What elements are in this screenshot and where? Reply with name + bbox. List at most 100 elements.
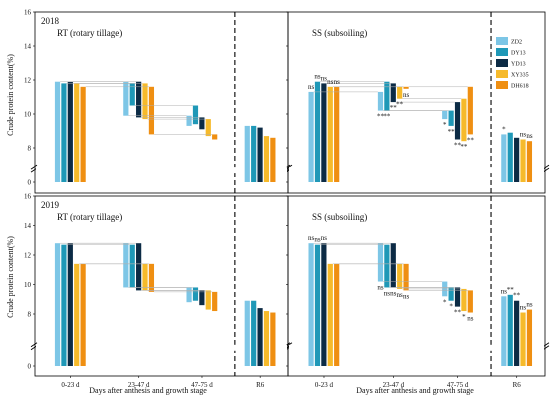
bar-p1-g0-YD13	[321, 83, 327, 182]
bar-p0-g2-DY13	[192, 105, 199, 125]
y-tick-label-2-2: 10	[24, 281, 32, 289]
axis-break-slash-2-0	[30, 342, 38, 348]
bar-p1-g0-DH618	[334, 86, 340, 182]
axis-break-band-1	[289, 167, 544, 174]
bar-p2-g2-DH618	[212, 291, 218, 312]
legend-swatch-XY335	[496, 70, 508, 78]
bar-p1-g2-DY13	[448, 110, 454, 126]
bar-p2-g1-YD13	[136, 243, 142, 291]
bar-p3-g2-YD13	[454, 287, 461, 307]
x-tick-label-3-3: R6	[513, 381, 522, 389]
bar-p2-g3-DY13	[251, 300, 257, 366]
bar-p1-g1-YD13	[390, 83, 396, 103]
signif-p1-g2-2: **	[454, 142, 462, 150]
y-tick-label-0-0: 0	[28, 179, 32, 187]
signif-p3-g2-3: *	[462, 313, 466, 321]
signif-p3-g1-3: ns	[397, 291, 404, 299]
bar-p0-g1-XY335	[142, 83, 148, 120]
bar-p0-g0-DH618	[80, 86, 86, 182]
legend-label-XY335: XY335	[511, 73, 529, 79]
signif-p1-g1-2: **	[390, 104, 398, 112]
bar-p0-g1-YD13	[136, 81, 142, 118]
bar-p2-g0-ZD2	[54, 243, 61, 366]
bar-p2-g3-XY335	[263, 311, 270, 366]
legend-swatch-YD13	[496, 59, 508, 67]
x-tick-label-3-0: 0-23 d	[315, 381, 334, 389]
x-tick-label-2-2: 47-75 d	[191, 381, 213, 389]
signif-p1-g1-3: **	[396, 101, 404, 109]
bar-p2-g2-XY335	[205, 290, 211, 310]
bar-p0-g2-YD13	[199, 117, 205, 130]
signif-p3-g3-4: ns	[526, 301, 533, 309]
bar-p0-g2-XY335	[205, 119, 211, 137]
signif-p1-g2-3: **	[460, 143, 468, 151]
signif-p1-g2-0: *	[443, 121, 447, 129]
bar-p0-g3-XY335	[263, 136, 270, 182]
x-tick-label-2-1: 23-47 d	[128, 381, 150, 389]
bar-p0-g1-DY13	[129, 83, 135, 106]
signif-p1-g0-4: ns	[334, 78, 341, 86]
signif-p3-g3-2: **	[513, 292, 521, 300]
legend-label-DH618: DH618	[511, 84, 529, 90]
x-tick-label-2-3: R6	[256, 381, 265, 389]
bar-p1-g3-YD13	[514, 137, 520, 182]
bar-p2-g1-DH618	[148, 263, 155, 292]
signif-p3-g1-1: ns	[384, 289, 391, 297]
bar-p1-g0-ZD2	[308, 91, 314, 182]
signif-p3-g0-1: ns	[314, 236, 321, 244]
legend-label-DY13: DY13	[511, 51, 526, 57]
axis-break-slash-0-0	[30, 164, 38, 170]
y-tick-label-2-4: 14	[24, 222, 32, 230]
bar-p1-g2-XY335	[461, 98, 467, 142]
bar-p2-g0-YD13	[67, 243, 73, 366]
bar-p0-g0-XY335	[74, 83, 80, 182]
bar-p0-g1-ZD2	[123, 81, 129, 116]
signif-p3-g3-1: **	[507, 286, 515, 294]
signif-p1-g1-0: **	[377, 113, 385, 121]
signif-p3-g1-2: ns	[390, 289, 397, 297]
signif-p1-g0-3: ns	[327, 78, 334, 86]
signif-p1-g1-4: ns	[403, 91, 410, 99]
x-tick-label-3-2: 47-75 d	[447, 381, 469, 389]
bar-p2-g0-XY335	[74, 263, 80, 366]
bar-p3-g3-DY13	[507, 294, 513, 366]
signif-p3-g2-0: *	[443, 298, 447, 306]
bar-p0-g3-DH618	[270, 137, 276, 182]
bar-p1-g1-XY335	[397, 86, 403, 99]
text-layer: Crude protein content(%) Crude protein c…	[6, 9, 533, 396]
x-axis-label-left: Days after anthesis and growth stage	[89, 386, 207, 395]
panel-title-0: RT (rotary tillage)	[57, 28, 122, 38]
bar-p3-g3-DH618	[526, 309, 533, 366]
signif-p1-g3-4: ns	[526, 132, 533, 140]
x-axis-label-right: Days after anthesis and growth stage	[356, 386, 474, 395]
bar-p3-g2-DY13	[448, 287, 454, 301]
axis-break-band-3	[289, 344, 544, 351]
bar-p1-g2-DH618	[467, 86, 473, 135]
bar-p3-g1-YD13	[390, 243, 396, 288]
bar-p2-g0-DY13	[61, 244, 67, 366]
bar-p3-g1-DH618	[403, 263, 409, 291]
panel-frame-1	[287, 11, 546, 194]
legend-swatch-DH618	[496, 81, 508, 89]
bar-p1-g2-ZD2	[442, 110, 448, 120]
y-axis-label-bottom: Crude protein content(%)	[6, 236, 15, 318]
bar-p2-g2-DY13	[192, 287, 199, 301]
signif-p3-g0-2: ns	[321, 234, 328, 242]
bar-p1-g3-DY13	[507, 132, 513, 182]
legend-swatch-DY13	[496, 48, 508, 56]
bar-p1-g1-DH618	[403, 86, 409, 89]
axis-break-band-0	[36, 167, 287, 174]
signif-p1-g1-1: **	[383, 113, 391, 121]
signif-p1-g2-4: **	[467, 136, 475, 144]
panel-title-2: RT (rotary tillage)	[57, 212, 122, 222]
bar-p3-g1-XY335	[397, 263, 403, 289]
legend-label-YD13: YD13	[511, 62, 526, 68]
bar-p0-g2-DH618	[212, 134, 218, 140]
bar-p0-g3-YD13	[257, 127, 263, 182]
bar-p1-g2-YD13	[454, 102, 461, 140]
bar-p3-g0-YD13	[321, 243, 327, 366]
bar-p3-g0-ZD2	[308, 243, 314, 366]
bar-p3-g3-YD13	[514, 300, 520, 366]
bar-p1-g3-XY335	[520, 139, 526, 182]
